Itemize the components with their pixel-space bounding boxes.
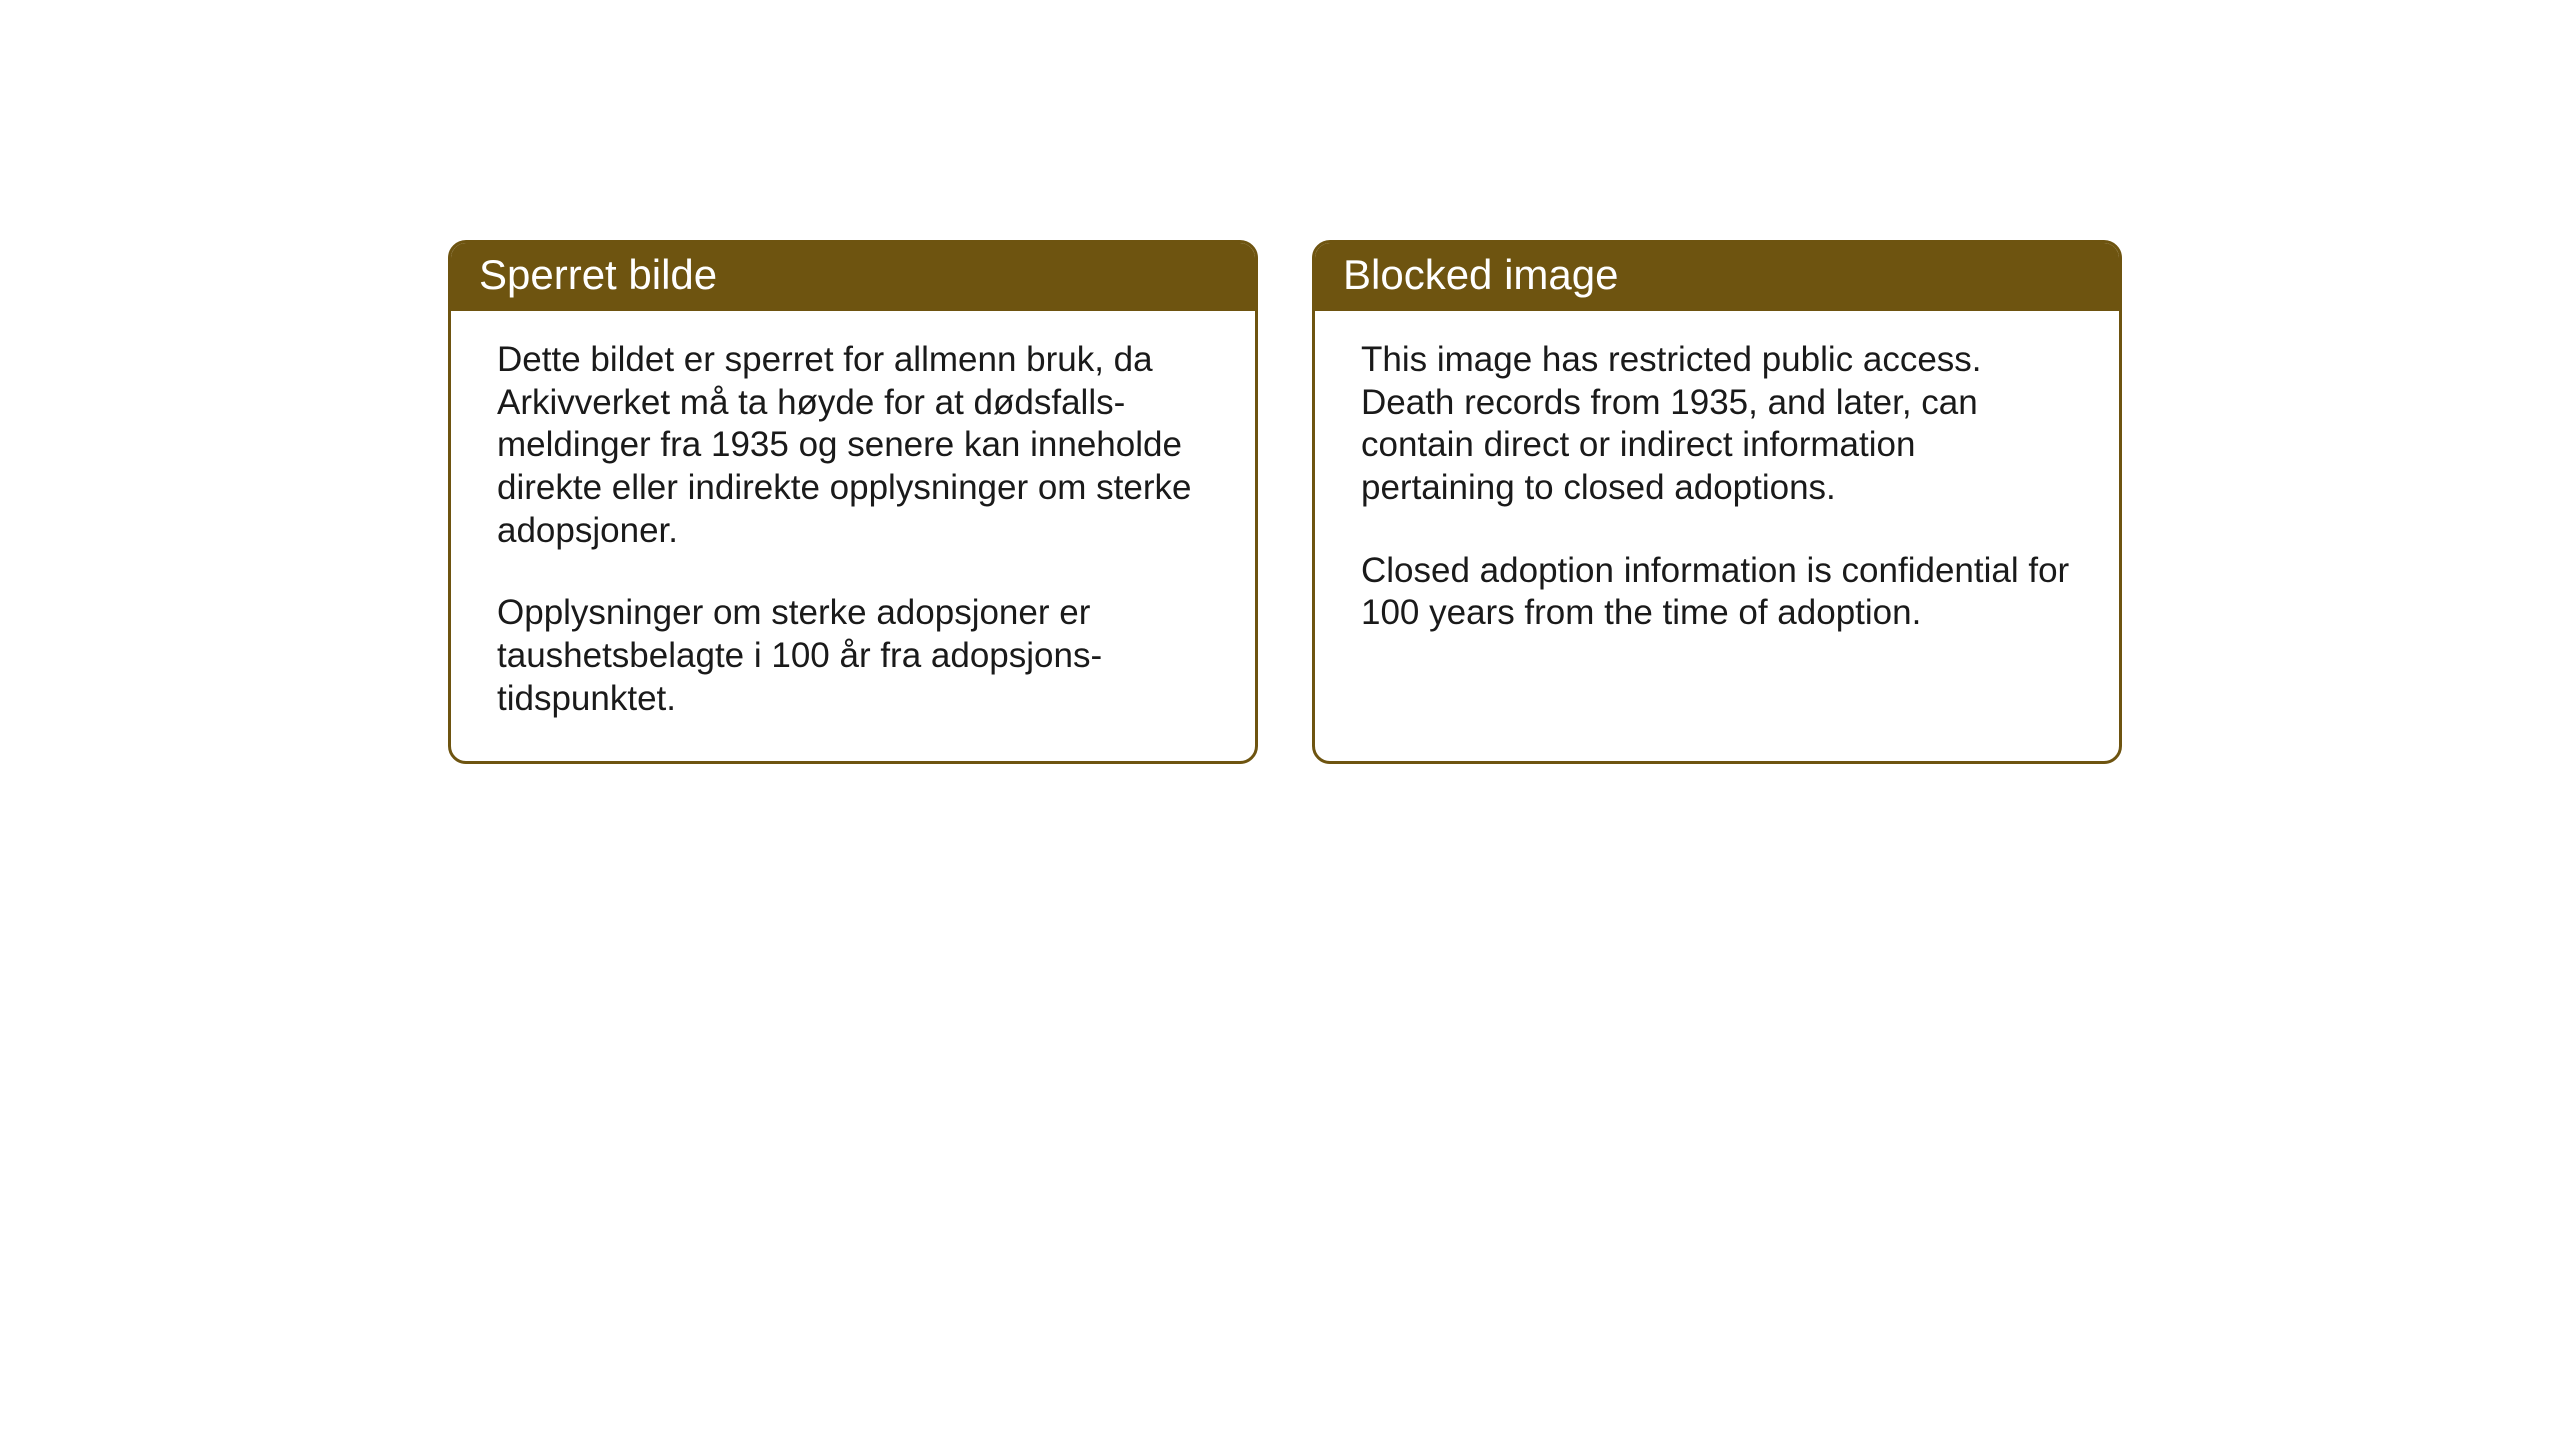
- card-english-body: This image has restricted public access.…: [1315, 311, 2119, 731]
- card-norwegian: Sperret bilde Dette bildet er sperret fo…: [448, 240, 1258, 764]
- notice-container: Sperret bilde Dette bildet er sperret fo…: [448, 240, 2122, 764]
- card-norwegian-body: Dette bildet er sperret for allmenn bruk…: [451, 311, 1255, 761]
- card-norwegian-paragraph2: Opplysninger om sterke adopsjoner er tau…: [497, 592, 1209, 720]
- card-english-paragraph1: This image has restricted public access.…: [1361, 339, 2073, 510]
- card-english: Blocked image This image has restricted …: [1312, 240, 2122, 764]
- card-english-paragraph2: Closed adoption information is confident…: [1361, 550, 2073, 635]
- card-norwegian-paragraph1: Dette bildet er sperret for allmenn bruk…: [497, 339, 1209, 552]
- card-norwegian-header: Sperret bilde: [451, 243, 1255, 311]
- card-english-header: Blocked image: [1315, 243, 2119, 311]
